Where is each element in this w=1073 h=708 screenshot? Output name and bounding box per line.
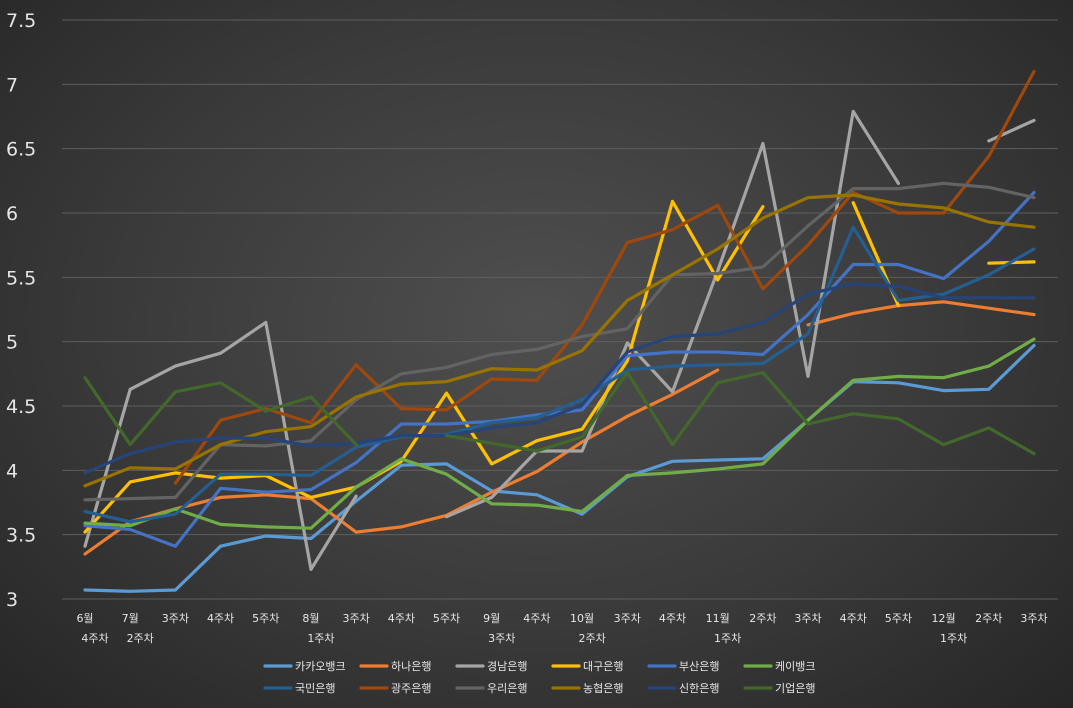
- legend-label: 국민은행: [295, 682, 335, 695]
- legend-item: 하나은행: [359, 659, 431, 673]
- legend-item: 우리은행: [455, 682, 527, 695]
- series-line-4: [83, 190, 1036, 548]
- series-segment: [444, 109, 901, 519]
- x-tick-label: 3주차: [162, 612, 189, 625]
- x-tick-label: 3주차: [794, 612, 821, 625]
- series-line-9: [83, 193, 1036, 488]
- x-tick-label: 9월: [483, 612, 500, 625]
- x-tick-label: 4주차: [81, 632, 108, 645]
- legend-label: 부산은행: [679, 660, 719, 673]
- legend-item: 농협은행: [551, 682, 623, 695]
- y-tick-label: 4.5: [6, 396, 36, 418]
- x-tick-label: 3주차: [343, 612, 370, 625]
- x-tick-label: 2주차: [578, 632, 605, 645]
- legend-item: 경남은행: [455, 660, 527, 673]
- series-segment: [173, 69, 1036, 485]
- series-segment: [83, 368, 720, 556]
- series-segment: [83, 320, 358, 572]
- legend-label: 농협은행: [583, 682, 623, 695]
- legend-label: 신한은행: [679, 682, 719, 695]
- series-line-1: [83, 300, 1036, 556]
- x-tick-label: 4주차: [207, 612, 234, 625]
- series-segment: [83, 337, 1036, 530]
- legend-label: 경남은행: [487, 660, 527, 673]
- legend-label: 케이뱅크: [775, 660, 815, 673]
- series-line-8: [83, 181, 1036, 502]
- y-tick-label: 3: [6, 589, 18, 611]
- legend-label: 광주은행: [391, 682, 431, 695]
- x-tick-label: 10월: [570, 612, 594, 625]
- series-line-0: [83, 343, 1036, 593]
- y-tick-label: 7: [6, 74, 18, 96]
- x-tick-label: 2주차: [975, 612, 1002, 625]
- legend-item: 국민은행: [263, 682, 335, 695]
- legend-label: 카카오뱅크: [295, 660, 346, 673]
- x-tick-label: 6월: [76, 612, 93, 625]
- y-tick-label: 6.5: [6, 139, 36, 161]
- series-line-5: [83, 337, 1036, 530]
- legend-label: 대구은행: [583, 660, 623, 673]
- series-segment: [83, 343, 1036, 593]
- series-segment: [444, 370, 1036, 456]
- y-tick-label: 5.5: [6, 267, 36, 289]
- series-segment: [83, 190, 1036, 548]
- y-tick-label: 3.5: [6, 525, 36, 547]
- series-line-10: [83, 282, 1036, 475]
- series-line-7: [173, 69, 1036, 485]
- x-tick-label: 4주차: [388, 612, 415, 625]
- legend-item: 기업은행: [743, 682, 815, 695]
- series-line-3: [83, 199, 1036, 534]
- x-tick-label: 4주차: [659, 612, 686, 625]
- x-tick-label: 5주차: [885, 612, 912, 625]
- x-tick-label: 1주차: [714, 632, 741, 645]
- legend-item: 대구은행: [551, 660, 623, 673]
- series-segment: [83, 225, 1036, 524]
- series-segment: [83, 181, 1036, 502]
- series-segment: [83, 193, 1036, 488]
- x-tick-label: 2주차: [127, 632, 154, 645]
- x-tick-label: 4주차: [840, 612, 867, 625]
- y-tick-label: 6: [6, 203, 18, 225]
- x-tick-label: 1주차: [940, 632, 967, 645]
- x-tick-label: 7월: [122, 612, 139, 625]
- legend-label: 기업은행: [775, 682, 815, 695]
- x-tick-label: 3주차: [488, 632, 515, 645]
- series-lines: [83, 69, 1036, 593]
- legend-item: 카카오뱅크: [263, 660, 346, 673]
- x-tick-label: 5주차: [252, 612, 279, 625]
- x-tick-label: 2주차: [749, 612, 776, 625]
- legend-item: 케이뱅크: [743, 660, 815, 673]
- gridlines: [62, 19, 1058, 600]
- series-line-6: [83, 225, 1036, 524]
- x-tick-label: 11월: [706, 612, 730, 625]
- series-line-2: [83, 109, 1036, 572]
- series-segment: [83, 199, 765, 534]
- x-tick-label: 5주차: [433, 612, 460, 625]
- y-tick-label: 4: [6, 460, 18, 482]
- legend-item: 광주은행: [359, 682, 431, 695]
- series-segment: [83, 282, 1036, 475]
- x-tick-label: 3주차: [1020, 612, 1047, 625]
- legend-item: 신한은행: [647, 682, 719, 695]
- y-axis-tick-labels: 3 3.5 4 4.5 5 5.5 6 6.5 7 7.5: [6, 10, 36, 611]
- series-line-11: [83, 370, 1036, 456]
- legend-item: 부산은행: [647, 660, 719, 673]
- legend-label: 우리은행: [487, 682, 527, 695]
- series-segment: [83, 376, 358, 447]
- y-tick-label: 7.5: [6, 10, 36, 32]
- legend-label: 하나은행: [391, 659, 431, 673]
- x-tick-label: 12월: [932, 612, 956, 625]
- x-tick-label: 3주차: [614, 612, 641, 625]
- x-tick-label: 1주차: [307, 632, 334, 645]
- x-tick-label: 4주차: [523, 612, 550, 625]
- series-segment: [987, 118, 1036, 143]
- series-segment: [806, 300, 1036, 327]
- x-axis-tick-labels: 6월 4주차 7월 2주차 3주차 4주차 5주차 8월 1주차 3주차 4주차 5주차 9월 3주차 4주…: [76, 612, 1047, 645]
- x-tick-label: 8월: [302, 612, 319, 625]
- y-tick-label: 5: [6, 332, 18, 354]
